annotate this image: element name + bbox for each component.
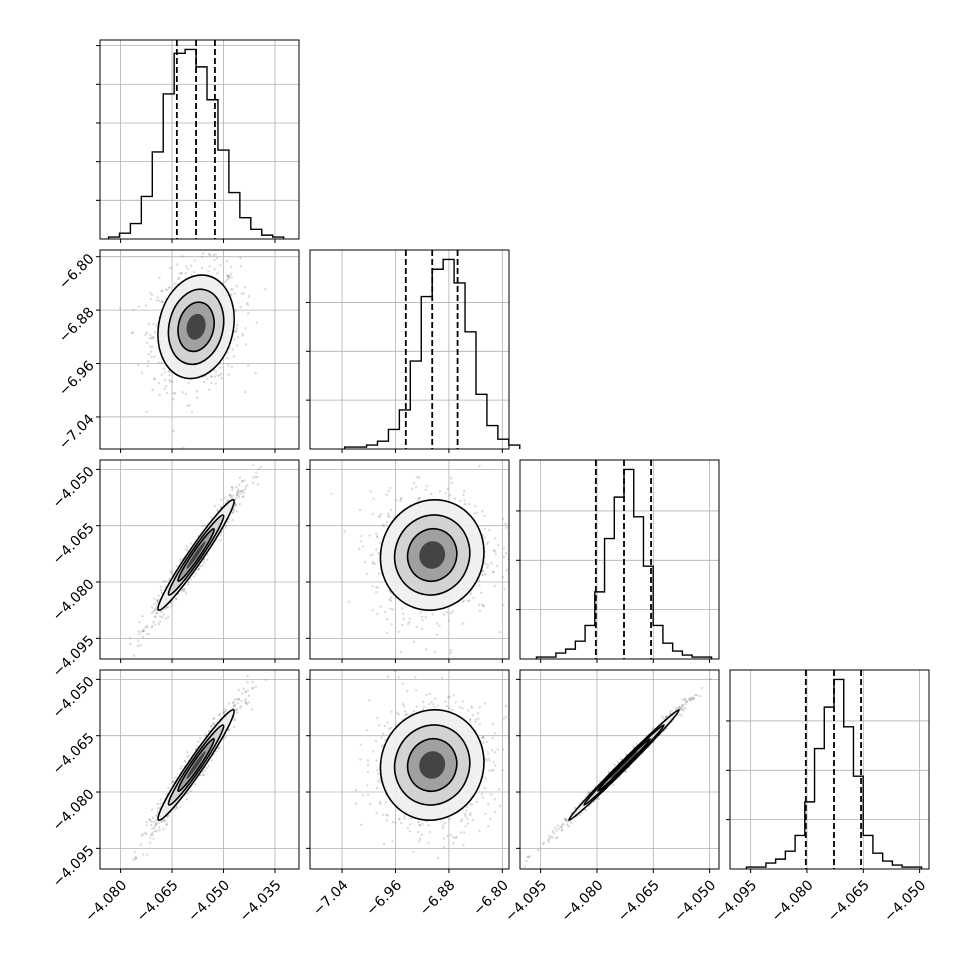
x-tick-label: −4.080: [559, 877, 607, 925]
contour-2: [406, 527, 458, 583]
density-level-3: [419, 541, 446, 569]
panel-content: [523, 677, 712, 868]
panel-frame: [519, 459, 720, 660]
contour-1: [583, 724, 665, 806]
scatter-panel-1-0: [96, 249, 300, 453]
contour-2: [406, 737, 458, 793]
scatter-panel-3-2: [516, 669, 720, 873]
y-tick-label: −6.80: [56, 251, 98, 293]
contour-2: [177, 737, 215, 793]
y-tick-label: −4.080: [50, 786, 98, 834]
x-tick-label: −4.050: [881, 877, 929, 925]
panel-frame: [99, 39, 300, 240]
x-tick-label: −6.88: [417, 877, 459, 919]
density-level-3: [186, 313, 206, 340]
panel-frame: [309, 459, 510, 660]
contour-0: [568, 709, 680, 821]
panel-frame: [519, 669, 720, 870]
y-tick-label: −4.065: [50, 730, 98, 778]
contour-0: [379, 498, 485, 611]
contour-2: [177, 527, 215, 583]
contour-1: [167, 514, 225, 596]
scatter-panel-2-1: [306, 459, 510, 663]
y-tick-label: −6.96: [56, 358, 98, 400]
panel-content: [128, 463, 263, 657]
contour-0: [157, 498, 235, 611]
x-tick-label: −4.080: [769, 877, 817, 925]
scatter-panel-3-0: [96, 669, 300, 873]
x-tick-label: −4.050: [671, 877, 719, 925]
contour-1: [167, 724, 225, 806]
y-tick-label: −6.88: [56, 304, 98, 346]
x-tick-label: −4.065: [825, 877, 873, 925]
panel-content: [330, 464, 509, 655]
y-tick-label: −7.04: [56, 411, 98, 453]
contour-0: [157, 274, 235, 380]
y-tick-label: −4.050: [50, 464, 98, 512]
contour-0: [157, 708, 235, 821]
y-tick-label: −4.080: [50, 576, 98, 624]
contour-2: [596, 737, 652, 793]
x-tick-label: −4.095: [712, 877, 760, 925]
hist-panel-3: [726, 669, 930, 873]
x-tick-label: −6.96: [363, 877, 405, 919]
density-level-3: [186, 541, 206, 569]
contour-0: [379, 708, 485, 821]
x-tick-label: −4.095: [502, 877, 550, 925]
x-tick-label: −7.04: [310, 877, 352, 919]
contour-1: [393, 724, 471, 806]
x-tick-label: −4.050: [185, 877, 233, 925]
hist-panel-1: [306, 249, 521, 453]
panel-content: [354, 670, 508, 860]
panel-frame: [309, 249, 510, 450]
panel-frame: [99, 669, 300, 870]
x-tick-label: −4.035: [237, 877, 285, 925]
panel-content: [118, 252, 267, 449]
panel-frame: [729, 669, 930, 870]
x-tick-label: −4.080: [82, 877, 130, 925]
contour-2: [177, 301, 215, 353]
hist-panel-2: [516, 459, 720, 663]
x-tick-label: −4.065: [134, 877, 182, 925]
scatter-panel-2-0: [96, 459, 300, 663]
y-tick-label: −4.050: [50, 674, 98, 722]
density-level-3: [186, 751, 206, 779]
density-level-3: [610, 751, 638, 779]
scatter-panel-3-1: [306, 669, 510, 873]
hist-panel-0: [96, 39, 300, 243]
x-tick-label: −4.065: [615, 877, 663, 925]
density-level-3: [419, 751, 446, 779]
panel-content: [132, 675, 268, 861]
panel-frame: [309, 669, 510, 870]
y-tick-label: −4.095: [50, 633, 98, 681]
panel-frame: [99, 249, 300, 450]
contour-1: [167, 288, 225, 366]
panel-frame: [99, 459, 300, 660]
y-tick-label: −4.095: [50, 843, 98, 891]
contour-1: [393, 514, 471, 596]
y-tick-label: −4.065: [50, 520, 98, 568]
